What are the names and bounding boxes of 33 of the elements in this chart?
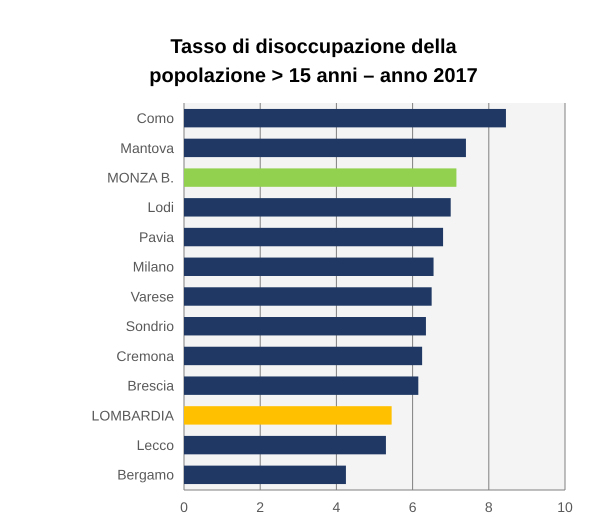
bar xyxy=(184,436,386,454)
bar xyxy=(184,228,444,246)
y-tick-label: Pavia xyxy=(138,228,174,245)
y-tick-label: Sondrio xyxy=(126,318,174,334)
chart-title: Tasso di disoccupazione della popolazione > 15 anni – anno 2017 xyxy=(149,36,478,87)
bar xyxy=(184,198,451,217)
bar xyxy=(184,466,346,484)
x-tick-label: 0 xyxy=(180,499,188,515)
y-tick-label: Varese xyxy=(130,288,174,304)
y-tick-label: Lodi xyxy=(148,199,174,216)
y-tick-label: LOMBARDIA xyxy=(92,407,175,424)
x-tick-label: 2 xyxy=(256,499,264,515)
bar xyxy=(184,346,422,366)
y-tick-label: Lecco xyxy=(136,437,174,454)
bar xyxy=(184,138,466,158)
bar xyxy=(184,258,434,276)
y-tick-label: MONZA B. xyxy=(107,170,174,186)
bar xyxy=(184,406,392,425)
y-tick-label: Bergamo xyxy=(117,466,174,483)
x-tick-label: 10 xyxy=(557,499,573,515)
x-tick-label: 8 xyxy=(484,499,493,515)
y-tick-label: Como xyxy=(136,110,174,126)
bar xyxy=(184,108,506,128)
bar xyxy=(184,376,418,395)
y-tick-label: Cremona xyxy=(116,348,174,364)
bar xyxy=(184,168,456,187)
bar xyxy=(184,317,426,336)
bar xyxy=(184,287,432,306)
y-tick-label: Brescia xyxy=(127,378,174,394)
y-tick-label: Milano xyxy=(132,258,174,275)
x-tick-label: 4 xyxy=(332,499,340,515)
x-tick-label: 6 xyxy=(408,499,417,515)
y-tick-label: Mantova xyxy=(120,140,174,156)
